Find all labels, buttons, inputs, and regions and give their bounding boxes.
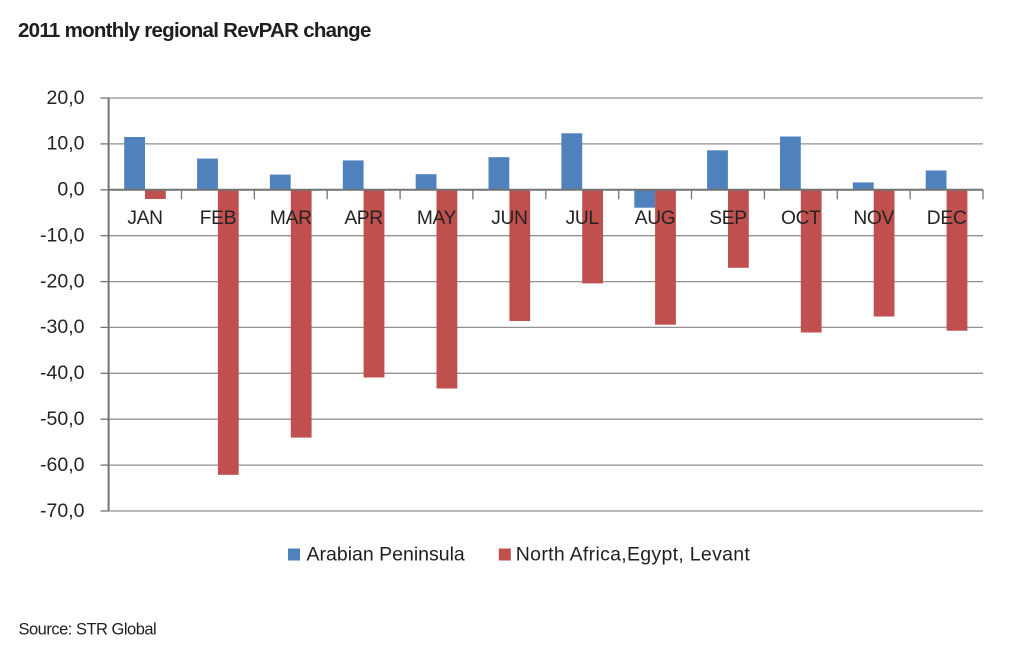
svg-text:NOV: NOV bbox=[853, 208, 894, 229]
svg-text:OCT: OCT bbox=[781, 208, 821, 229]
svg-text:-50,0: -50,0 bbox=[40, 408, 85, 430]
svg-text:10,0: 10,0 bbox=[47, 133, 85, 155]
svg-text:Arabian Peninsula: Arabian Peninsula bbox=[307, 544, 465, 566]
svg-text:APR: APR bbox=[344, 208, 383, 229]
svg-text:JUL: JUL bbox=[566, 208, 600, 229]
svg-text:SEP: SEP bbox=[709, 208, 747, 229]
svg-text:-30,0: -30,0 bbox=[40, 316, 85, 338]
svg-text:Source: STR Global: Source: STR Global bbox=[19, 621, 157, 639]
svg-text:-20,0: -20,0 bbox=[40, 270, 85, 292]
svg-text:JAN: JAN bbox=[127, 208, 162, 229]
svg-text:0,0: 0,0 bbox=[57, 179, 84, 201]
svg-text:MAY: MAY bbox=[417, 208, 457, 229]
svg-text:-10,0: -10,0 bbox=[40, 225, 85, 247]
svg-text:DEC: DEC bbox=[927, 208, 967, 229]
svg-text:-40,0: -40,0 bbox=[40, 362, 85, 384]
svg-text:JUN: JUN bbox=[491, 208, 527, 229]
svg-text:AUG: AUG bbox=[635, 208, 676, 229]
svg-text:2011 monthly regional RevPAR c: 2011 monthly regional RevPAR change bbox=[18, 19, 371, 42]
svg-text:-60,0: -60,0 bbox=[40, 454, 85, 476]
svg-text:20,0: 20,0 bbox=[47, 87, 85, 109]
svg-text:-70,0: -70,0 bbox=[40, 500, 85, 522]
svg-text:FEB: FEB bbox=[200, 208, 236, 229]
svg-text:North Africa,Egypt, Levant: North Africa,Egypt, Levant bbox=[516, 544, 751, 566]
svg-text:MAR: MAR bbox=[270, 208, 312, 229]
